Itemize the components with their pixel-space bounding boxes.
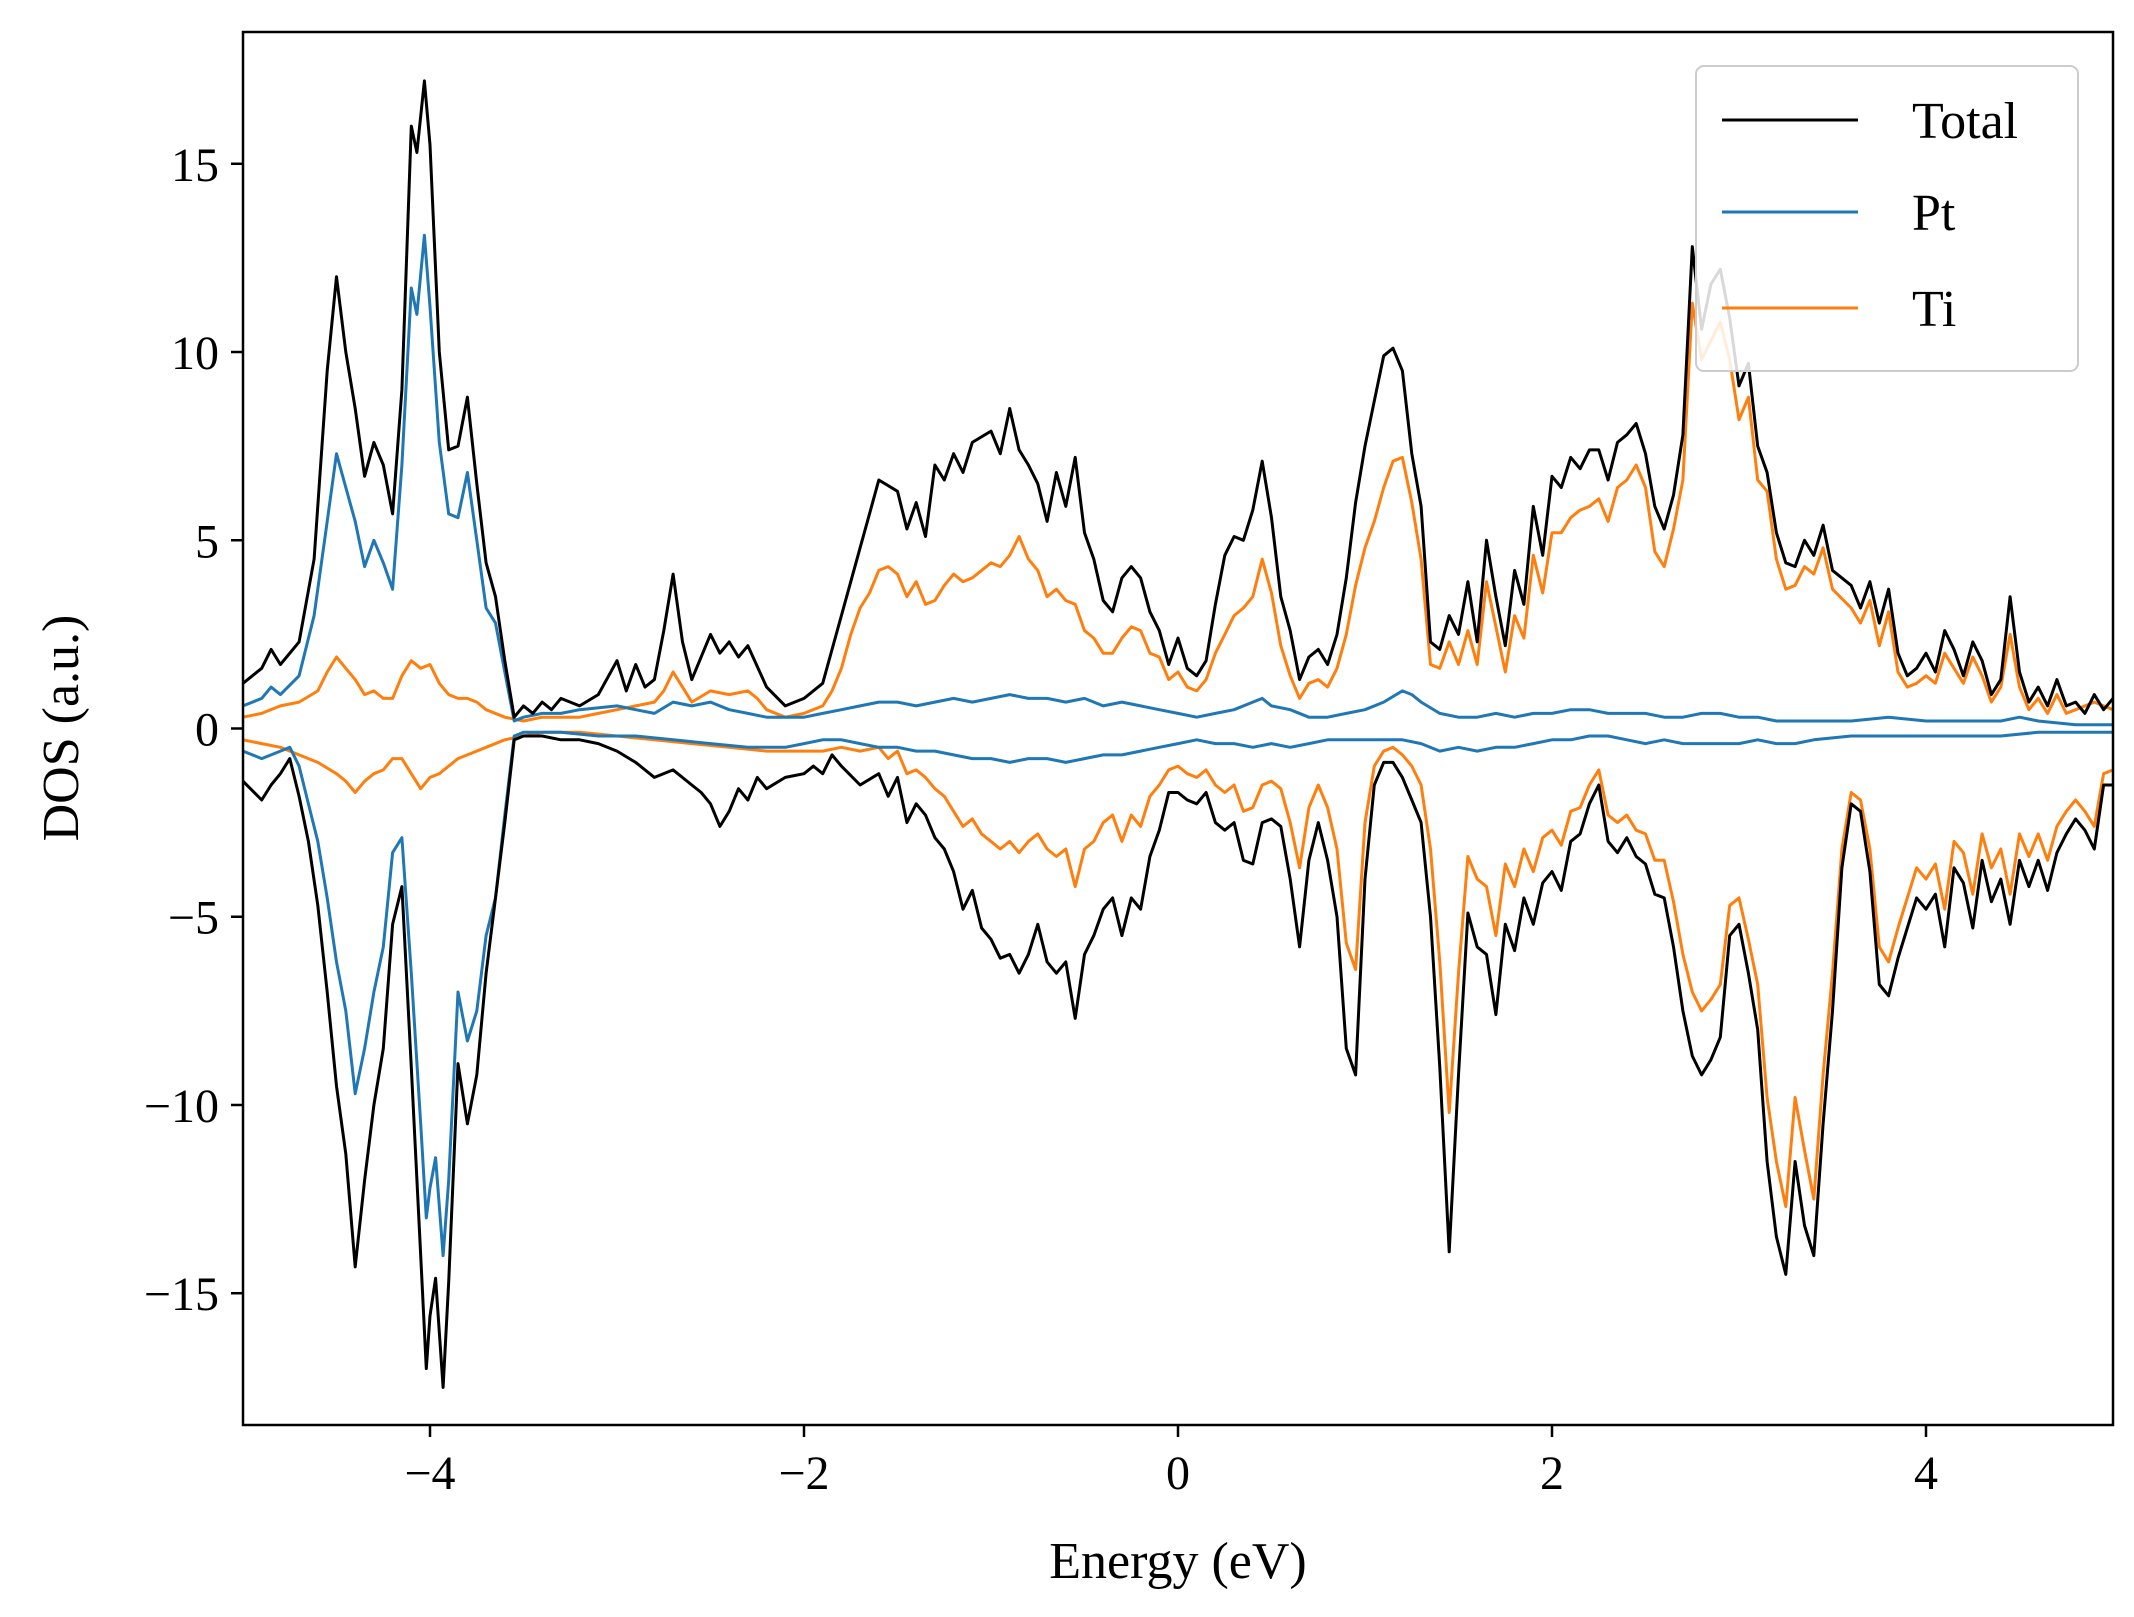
y-tick-label: −15 [144, 1268, 219, 1321]
legend: Total Pt Ti [1695, 65, 2079, 372]
y-axis: −15 −10 −5 0 5 10 15 [144, 139, 243, 1321]
series-line-ti-spin-down [243, 730, 2113, 1209]
series-line-pt-spin-up [243, 233, 2113, 727]
series-line-pt-spin-down [243, 730, 2113, 1258]
series-layer [243, 79, 2113, 1389]
x-tick-label: −4 [404, 1447, 455, 1500]
y-tick-label: −10 [144, 1080, 219, 1133]
x-tick-label: −2 [778, 1447, 829, 1500]
legend-label-ti: Ti [1912, 281, 1956, 338]
y-axis-label: DOS (a.u.) [33, 615, 90, 842]
x-axis-label: Energy (eV) [1049, 1533, 1307, 1590]
x-tick-label: 0 [1166, 1447, 1190, 1500]
y-tick-label: −5 [168, 892, 219, 945]
x-tick-label: 4 [1914, 1447, 1938, 1500]
x-axis: −4 −2 0 2 4 [404, 1425, 1938, 1500]
y-tick-label: 0 [195, 704, 219, 757]
legend-label-pt: Pt [1912, 185, 1956, 242]
legend-box [1695, 65, 2079, 372]
y-tick-label: 15 [171, 139, 219, 192]
series-line-total-spin-up [243, 79, 2113, 719]
series-line-total-spin-down [243, 734, 2113, 1389]
x-tick-label: 2 [1540, 1447, 1564, 1500]
y-tick-label: 10 [171, 327, 219, 380]
y-tick-label: 5 [195, 515, 219, 568]
legend-label-total: Total [1912, 93, 2018, 150]
